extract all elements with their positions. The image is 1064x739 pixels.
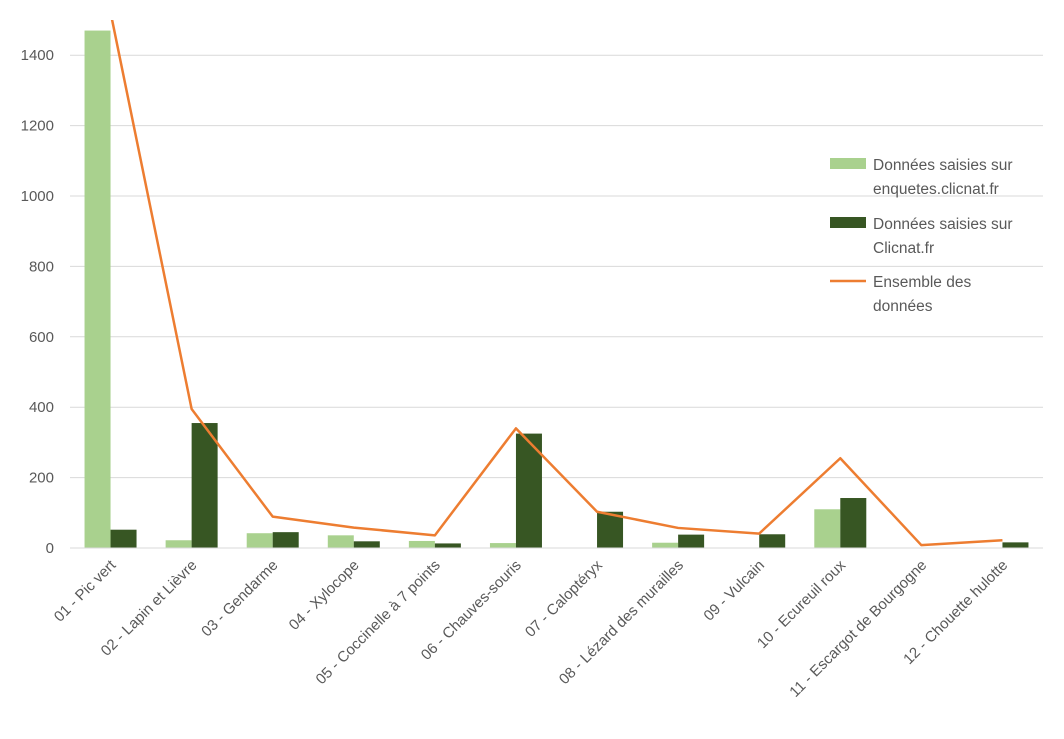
y-tick-label: 1200 xyxy=(21,118,54,135)
bar-enquetes-1 xyxy=(84,30,111,549)
bar-clicnat-4 xyxy=(353,541,380,548)
legend-label: enquetes.clicnat.fr xyxy=(873,181,999,198)
bar-clicnat-8 xyxy=(678,534,705,548)
bar-enquetes-10 xyxy=(814,509,841,548)
y-tick-label: 600 xyxy=(29,329,54,346)
legend-label: Données saisies sur xyxy=(873,216,1013,233)
bar-enquetes-2 xyxy=(165,540,192,548)
bar-clicnat-7 xyxy=(597,511,624,548)
line-ensemble-des-donnees xyxy=(110,20,1003,547)
y-tick-label: 0 xyxy=(46,540,54,557)
total-line xyxy=(110,20,1003,547)
bar-enquetes-3 xyxy=(246,533,273,548)
x-tick-label: 01 - Pic vert xyxy=(51,556,120,625)
bar-enquetes-5 xyxy=(408,540,435,548)
x-tick-label: 11 - Escargot de Bourgogne xyxy=(786,557,930,701)
legend-label: Ensemble des xyxy=(873,274,971,291)
bar-clicnat-2 xyxy=(191,423,218,548)
x-tick-label: 09 - Vulcain xyxy=(700,557,768,625)
x-tick-label: 03 - Gendarme xyxy=(198,557,281,640)
legend-label: données xyxy=(873,298,933,315)
legend-swatch-enquetes xyxy=(830,158,866,169)
bar-clicnat-1 xyxy=(110,529,137,548)
y-tick-label: 800 xyxy=(29,258,54,275)
y-tick-label: 200 xyxy=(29,470,54,487)
gridlines xyxy=(70,54,1043,479)
y-axis: 0 200 400 600 800 1000 1200 1400 xyxy=(21,47,54,557)
y-tick-label: 1000 xyxy=(21,188,54,205)
legend-label: Données saisies sur xyxy=(873,157,1013,174)
legend-label: Clicnat.fr xyxy=(873,240,934,257)
x-tick-label: 04 - Xylocope xyxy=(286,557,363,634)
bar-clicnat-12 xyxy=(1002,542,1029,548)
x-tick-label: 07 - Caloptéryx xyxy=(522,556,606,640)
bar-enquetes-6 xyxy=(489,543,516,548)
bar-clicnat-6 xyxy=(515,433,542,548)
bars xyxy=(84,30,1029,549)
bar-clicnat-10 xyxy=(840,498,867,548)
bar-enquetes-4 xyxy=(327,535,354,548)
bar-clicnat-9 xyxy=(759,534,786,548)
bar-clicnat-5 xyxy=(434,543,461,548)
y-tick-label: 400 xyxy=(29,399,54,416)
bar-enquetes-8 xyxy=(652,542,679,548)
bar-clicnat-3 xyxy=(272,532,299,548)
x-tick-label: 10 - Ecureuil roux xyxy=(754,556,849,651)
y-tick-label: 1400 xyxy=(21,47,54,64)
legend-swatch-clicnat xyxy=(830,217,866,228)
legend: Données saisies sur enquetes.clicnat.fr Do… xyxy=(830,157,1013,315)
